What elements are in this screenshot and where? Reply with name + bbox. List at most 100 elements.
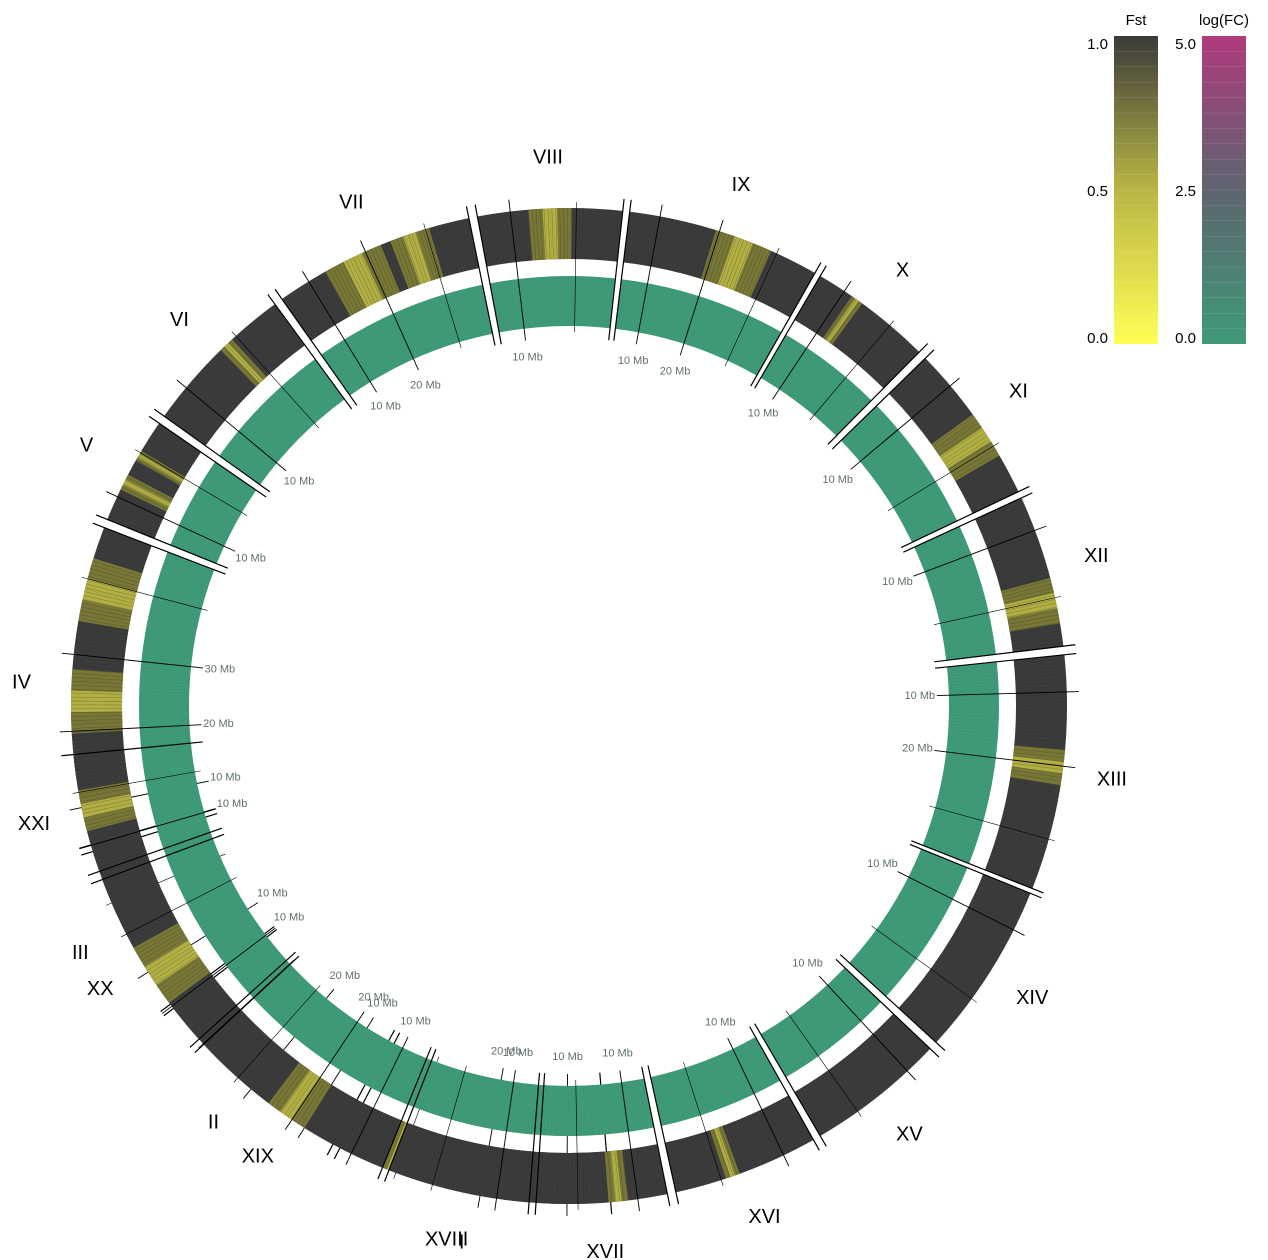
logfc-texture-line [416,1061,435,1109]
fst-texture-line [937,958,981,988]
fst-texture-line [209,361,247,397]
fst-texture-line [101,534,150,553]
logfc-texture-line [814,377,847,416]
logfc-texture-line [909,873,955,896]
logfc-texture-line [931,819,980,835]
logfc-texture-line [472,286,484,336]
logfc-texture-line [139,684,190,688]
logfc-texture-line [750,1039,775,1085]
fst-texture-line [809,286,838,330]
fst-texture-line [675,222,688,272]
logfc-texture-line [149,610,199,622]
logfc-texture-line [946,748,997,755]
logfc-texture-line [312,360,343,402]
fst-texture-line [547,208,551,260]
fst-texture-line [849,1054,882,1094]
logfc-texture-line [285,991,319,1030]
fst-texture-line [71,677,123,681]
fst-band-x-0-1 [824,297,856,341]
logfc-texture-line [916,859,963,881]
fst-texture-line [470,1144,482,1195]
logfc-track-v [170,461,257,564]
fst-texture-line [762,1108,786,1155]
logfc-texture-line [540,276,545,327]
fst-texture-line [991,541,1040,559]
fst-texture-line [1009,780,1061,790]
fst-texture-line [262,1057,294,1099]
logfc-texture-line [685,1067,702,1116]
logfc-texture-line [732,317,755,364]
scale-tick-label: 20 Mb [902,742,933,754]
logfc-texture-line [411,1059,430,1107]
fst-texture-line [271,1064,303,1106]
fst-texture-line [169,972,211,1004]
fst-band-xii-0-5 [1008,615,1061,632]
logfc-texture-line [436,296,453,345]
logfc-texture-line [882,920,925,949]
logfc-texture-line [199,900,243,927]
fst-texture-line [857,325,891,365]
logfc-texture-line [719,1054,741,1101]
logfc-texture-line [823,988,857,1026]
fst-texture-line [87,820,137,834]
fst-texture-line [746,1116,768,1164]
logfc-texture-line [917,857,964,878]
fst-texture-line [671,1140,684,1191]
logfc-texture-line [435,1067,452,1115]
fst-texture-line [1014,741,1066,747]
legend-tick-label: 5.0 [1175,36,1196,53]
fst-texture-line [783,269,809,314]
logfc-texture-line [876,452,917,483]
fst-texture-line [422,229,439,279]
fst-texture-line [626,212,634,263]
fst-texture-line [715,235,733,284]
scale-tick-label: 10 Mb [882,576,913,588]
logfc-texture-line [401,1055,422,1103]
scale-tick [134,449,248,516]
fst-texture-line [211,1017,249,1054]
fst-texture-line [1015,723,1067,727]
fst-band-vii-0-0 [325,266,359,317]
logfc-texture-line [514,1082,521,1133]
chromosome-boundary [377,1046,432,1180]
fst-texture-line [934,419,977,449]
fst-texture-line [678,1139,692,1189]
fst-texture-line [846,315,879,356]
fst-band-ix-0-3 [725,239,754,291]
fst-texture-line [993,846,1042,863]
fst-texture-line [119,490,166,514]
fst-texture-line [912,387,953,421]
logfc-texture-line [188,504,234,529]
scale-tick-label: 10 Mb [705,1017,736,1029]
fst-texture-line [888,1018,925,1055]
fst-texture-line [725,239,745,288]
fst-texture-line [941,952,985,981]
logfc-texture-line [139,726,190,730]
fst-texture-line [252,1051,286,1091]
logfc-texture-line [744,1042,769,1088]
fst-texture-line [136,459,181,486]
logfc-texture-line [564,276,566,327]
logfc-texture-line [349,336,376,380]
fst-band-viii-0-0 [528,209,539,261]
logfc-texture-line [743,323,767,369]
logfc-texture-line [458,1073,472,1122]
logfc-track-vii [321,284,493,396]
fst-texture-line [925,975,967,1007]
logfc-texture-line [407,307,427,354]
fst-texture-line [821,294,851,338]
chromosome-label: XIX [242,1145,274,1167]
logfc-texture-line [804,368,837,409]
logfc-texture-line [277,985,312,1023]
logfc-texture-line [707,305,727,353]
fst-texture-line [173,977,215,1010]
fst-texture-line [524,209,530,261]
fst-texture-line [880,349,917,386]
logfc-texture-line [537,277,542,328]
logfc-texture-line [944,640,995,649]
fst-texture-line [946,439,990,467]
fst-texture-line [1015,678,1067,682]
logfc-texture-line [176,529,223,551]
